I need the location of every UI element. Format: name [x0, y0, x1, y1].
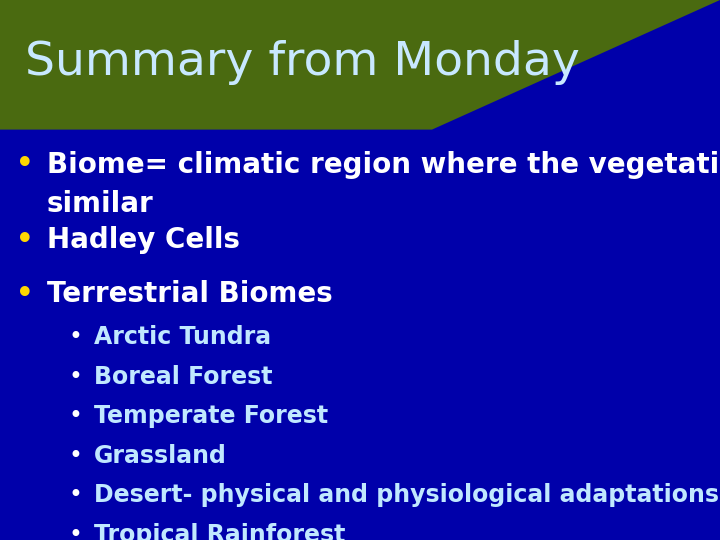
Text: •: •	[68, 404, 83, 428]
Text: Desert- physical and physiological adaptations of plants: Desert- physical and physiological adapt…	[94, 483, 720, 507]
Text: Tropical Rainforest: Tropical Rainforest	[94, 523, 345, 540]
Text: Terrestrial Biomes: Terrestrial Biomes	[47, 280, 333, 308]
Text: similar: similar	[47, 190, 153, 218]
Text: •: •	[15, 224, 35, 257]
Text: Grassland: Grassland	[94, 444, 227, 468]
Text: Boreal Forest: Boreal Forest	[94, 365, 272, 389]
Text: •: •	[68, 365, 83, 389]
Text: •: •	[68, 483, 83, 507]
Text: Arctic Tundra: Arctic Tundra	[94, 326, 271, 349]
Text: •: •	[68, 523, 83, 540]
Text: Temperate Forest: Temperate Forest	[94, 404, 328, 428]
Text: •: •	[68, 444, 83, 468]
Text: •: •	[15, 148, 35, 181]
Text: Biome= climatic region where the vegetation is: Biome= climatic region where the vegetat…	[47, 151, 720, 179]
Text: Summary from Monday: Summary from Monday	[25, 39, 580, 85]
Text: Hadley Cells: Hadley Cells	[47, 226, 240, 254]
Text: •: •	[68, 326, 83, 349]
Polygon shape	[0, 0, 720, 130]
Text: •: •	[15, 278, 35, 311]
